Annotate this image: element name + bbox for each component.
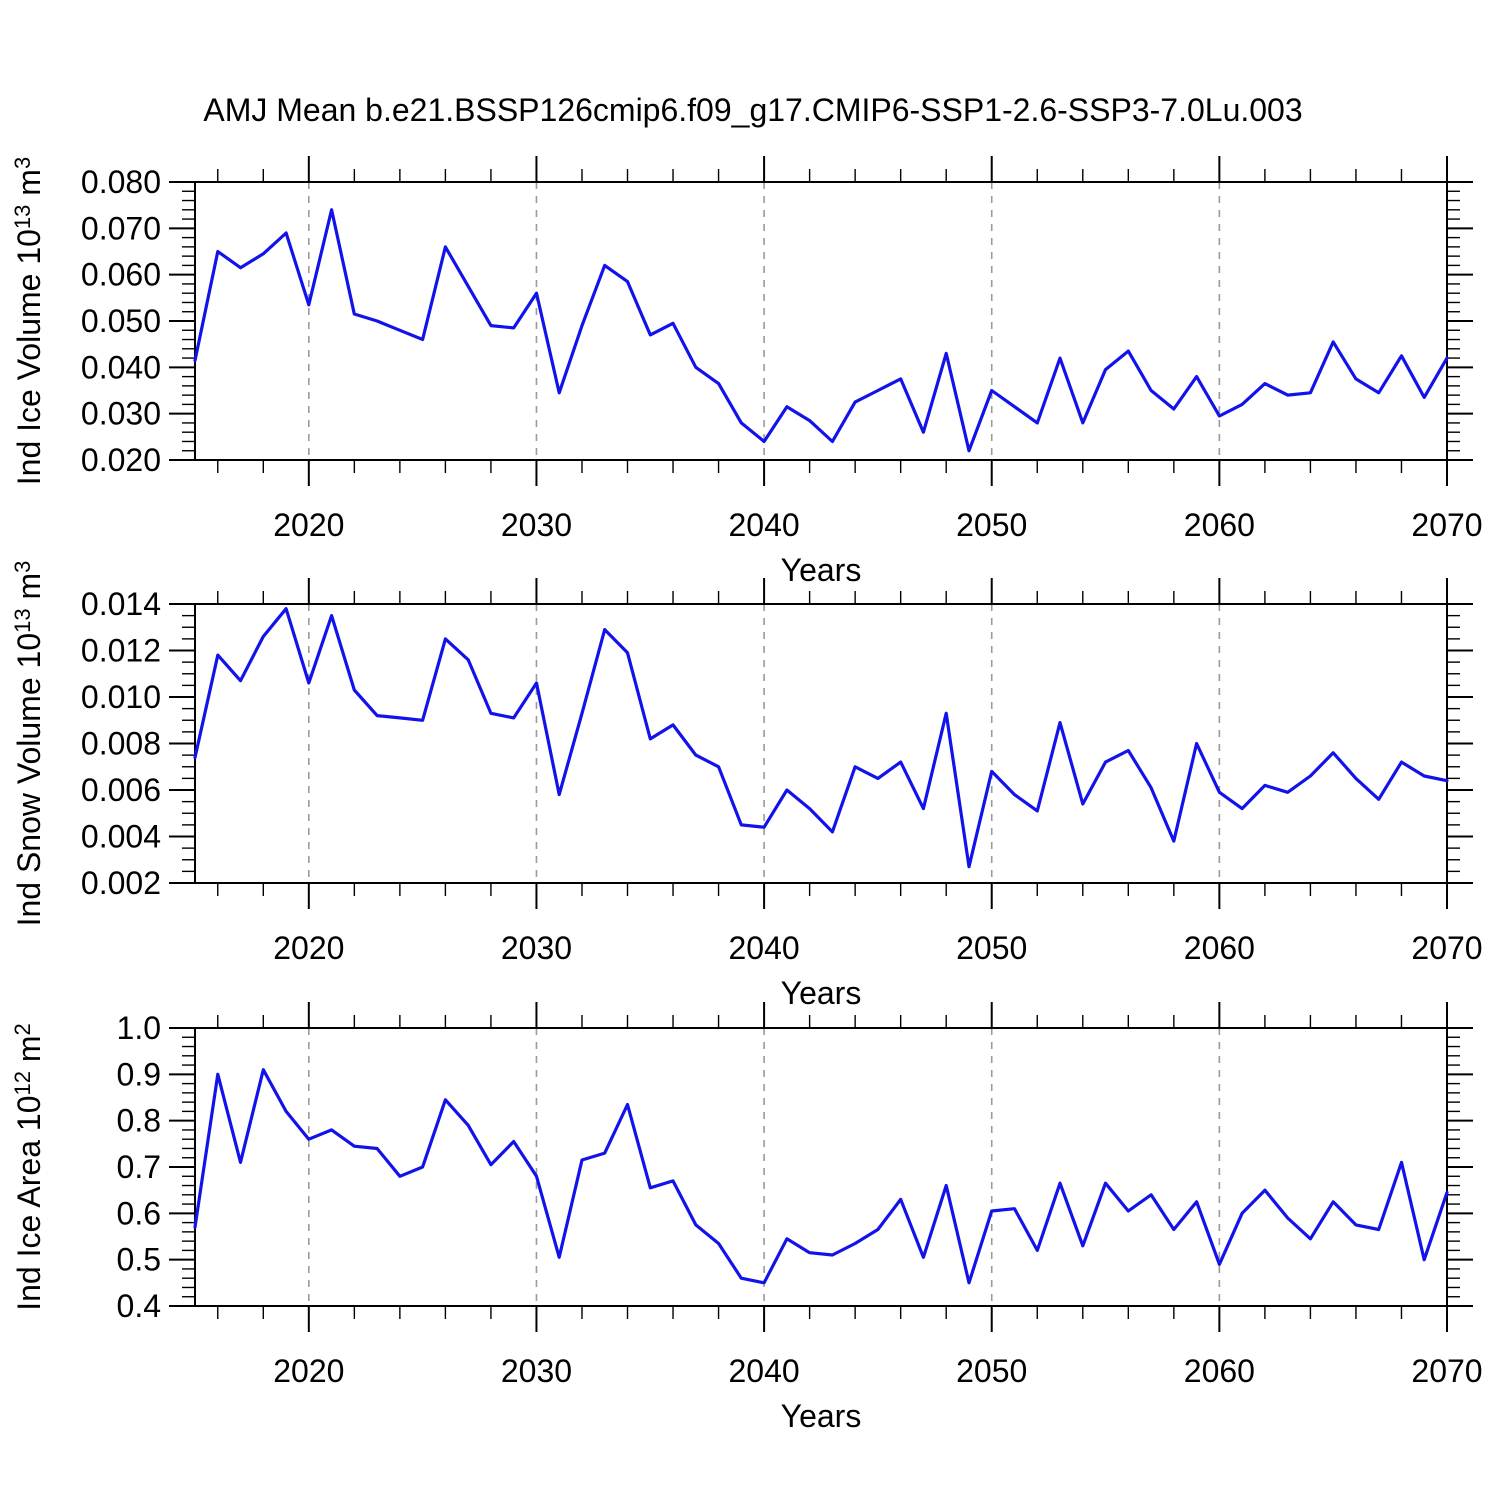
x-tick-label: 2060 (1184, 930, 1255, 966)
series-line-ice-area (193, 1068, 1449, 1285)
x-tick-label: 2070 (1411, 507, 1482, 543)
x-tick-label: 2020 (273, 930, 344, 966)
y-axis-title: Ind Ice Area 1012 m2 (10, 1023, 47, 1311)
y-tick-label: 0.7 (117, 1149, 161, 1185)
series-line-ice-volume (193, 208, 1449, 453)
panel-box (194, 1027, 1448, 1307)
y-tick-label: 0.8 (117, 1103, 161, 1139)
y-tick-label: 0.050 (81, 303, 161, 339)
y-tick-label: 0.020 (81, 442, 161, 478)
y-tick-label: 0.008 (81, 726, 161, 762)
y-axis-title: Ind Ice Volume 1013 m3 (10, 157, 47, 485)
panel-snow-volume: 2020 2030 2040 2050 2060 2070 0.002 0.004 0.006 0… (10, 561, 1483, 1011)
x-axis-title: Years (781, 1398, 862, 1434)
chart-title: AMJ Mean b.e21.BSSP126cmip6.f09_g17.CMIP… (203, 92, 1303, 128)
x-tick-label: 2030 (501, 1353, 572, 1389)
y-tick-label: 0.080 (81, 164, 161, 200)
x-tick-label: 2070 (1411, 930, 1482, 966)
y-tick-label: 0.9 (117, 1056, 161, 1092)
panel-ice-volume: 2020 2030 2040 2050 2060 2070 0.020 0.030 0.040 0… (10, 156, 1483, 588)
x-tick-label: 2040 (728, 930, 799, 966)
y-tick-label: 0.6 (117, 1195, 161, 1231)
x-tick-label: 2040 (728, 507, 799, 543)
y-tick-label: 0.004 (81, 819, 161, 855)
x-tick-label: 2050 (956, 930, 1027, 966)
y-tick-label: 0.010 (81, 679, 161, 715)
x-tick-label: 2060 (1184, 507, 1255, 543)
y-tick-label: 0.4 (117, 1288, 161, 1324)
y-tick-label: 0.002 (81, 865, 161, 901)
y-tick-label: 0.5 (117, 1242, 161, 1278)
x-axis-title: Years (781, 552, 862, 588)
x-tick-label: 2050 (956, 1353, 1027, 1389)
y-tick-label: 0.060 (81, 257, 161, 293)
y-tick-label: 0.014 (81, 586, 161, 622)
panel-ice-area: 2020 2030 2040 2050 2060 2070 0.4 0.5 0.6 0.7 0.8 0… (10, 1002, 1483, 1434)
x-tick-label: 2030 (501, 507, 572, 543)
x-tick-label: 2050 (956, 507, 1027, 543)
y-axis-title: Ind Snow Volume 1013 m3 (10, 561, 47, 927)
x-axis-title: Years (781, 975, 862, 1011)
y-tick-label: 0.070 (81, 210, 161, 246)
panel-box (194, 603, 1448, 884)
y-tick-label: 0.012 (81, 633, 161, 669)
x-tick-label: 2070 (1411, 1353, 1482, 1389)
y-tick-label: 0.030 (81, 396, 161, 432)
x-tick-label: 2020 (273, 507, 344, 543)
x-tick-label: 2030 (501, 930, 572, 966)
series-line-snow-volume (193, 607, 1449, 869)
x-tick-label: 2040 (728, 1353, 799, 1389)
y-tick-label: 1.0 (117, 1010, 161, 1046)
x-tick-label: 2060 (1184, 1353, 1255, 1389)
y-tick-label: 0.040 (81, 349, 161, 385)
y-tick-label: 0.006 (81, 772, 161, 808)
panel-box (194, 181, 1448, 461)
x-tick-label: 2020 (273, 1353, 344, 1389)
